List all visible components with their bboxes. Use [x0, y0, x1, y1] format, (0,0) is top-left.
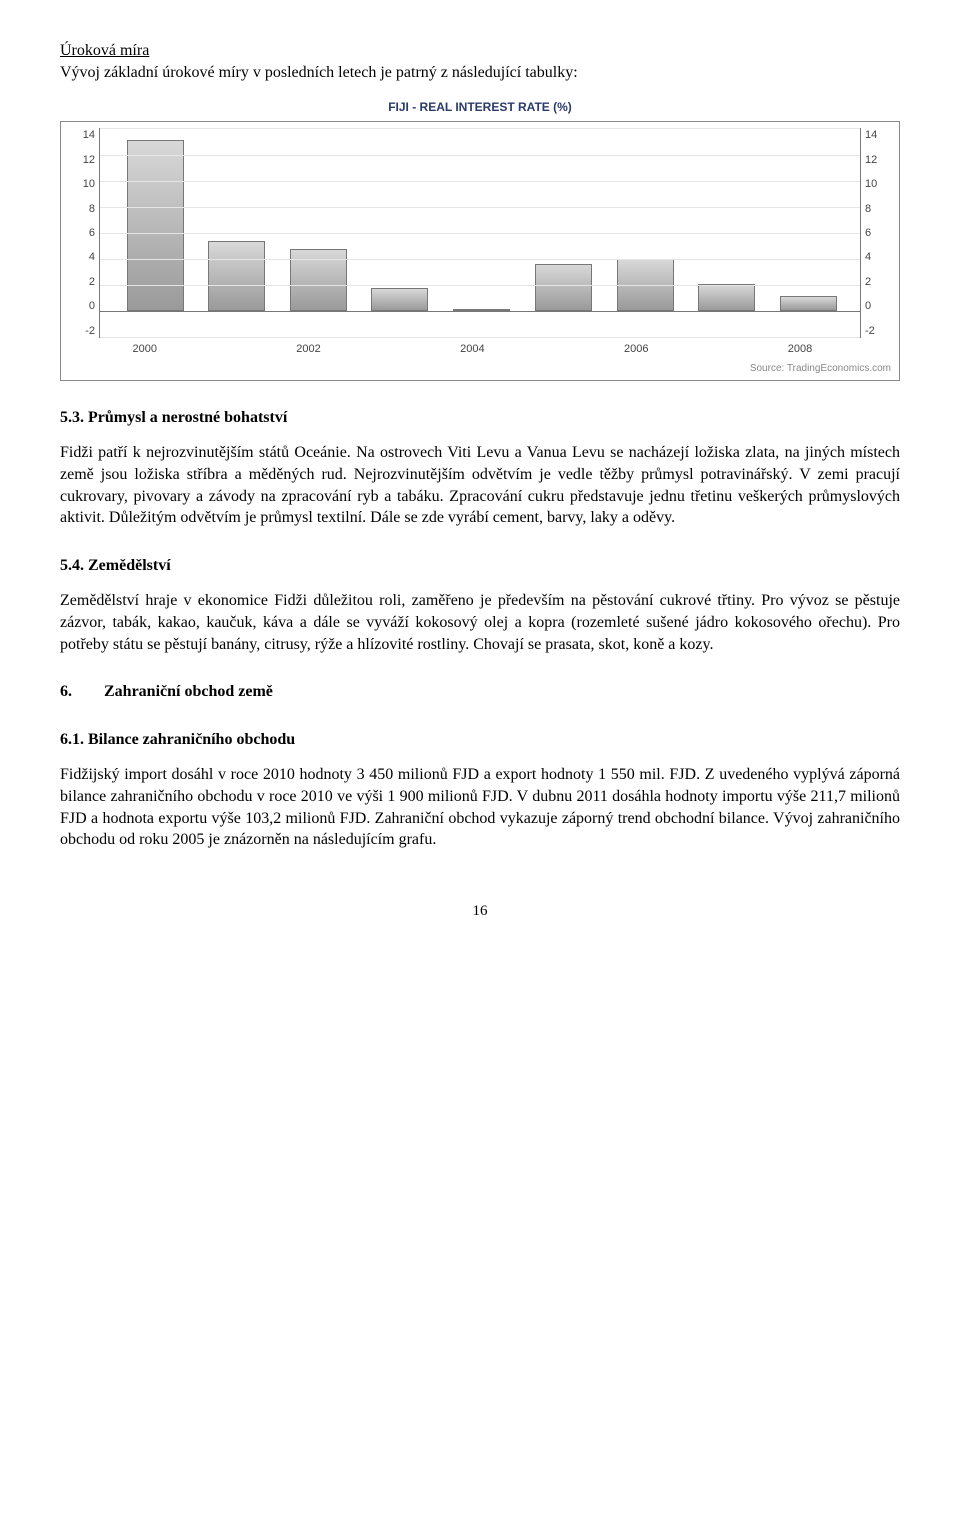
section-industry-title: 5.3. Průmysl a nerostné bohatství [60, 407, 900, 429]
grid-line [100, 259, 860, 260]
y-tick-label: 0 [69, 299, 95, 314]
page-number: 16 [60, 901, 900, 921]
bar [535, 264, 592, 311]
y-axis-right: 14 12 10 8 6 4 2 0 -2 [861, 128, 891, 338]
bar [780, 296, 837, 312]
y-axis-left: 14 12 10 8 6 4 2 0 -2 [69, 128, 99, 338]
y-tick-label: 14 [865, 128, 891, 143]
x-tick-label: 2002 [296, 342, 320, 357]
zero-line [100, 311, 860, 312]
y-tick-label: -2 [865, 324, 891, 339]
bar [290, 249, 347, 312]
balance-paragraph: Fidžijský import dosáhl v roce 2010 hodn… [60, 764, 900, 850]
intro-interest-text: Vývoj základní úrokové míry v posledních… [60, 62, 900, 84]
chart-title: FIJI - REAL INTEREST RATE (%) [60, 99, 900, 115]
y-tick-label: 10 [865, 177, 891, 192]
x-tick-label: 2006 [624, 342, 648, 357]
x-axis: 2000 2002 2004 2006 2008 [69, 342, 891, 358]
x-tick-label: 2004 [460, 342, 484, 357]
industry-paragraph: Fidži patří k nejrozvinutějším států Oce… [60, 442, 900, 528]
section-agriculture-title: 5.4. Zemědělství [60, 555, 900, 577]
y-tick-label: 2 [69, 275, 95, 290]
chart-source: Source: TradingEconomics.com [69, 362, 891, 376]
y-tick-label: 10 [69, 177, 95, 192]
heading-interest: Úroková míra [60, 40, 900, 62]
bar [208, 241, 265, 312]
bar [698, 284, 755, 311]
y-tick-label: 2 [865, 275, 891, 290]
y-tick-label: 12 [865, 153, 891, 168]
interest-rate-chart: FIJI - REAL INTEREST RATE (%) 14 12 10 8 6 4 2… [60, 99, 900, 381]
y-tick-label: 14 [69, 128, 95, 143]
section-trade-title: 6. Zahraniční obchod země [60, 681, 900, 703]
x-axis-labels: 2000 2002 2004 2006 2008 [99, 342, 861, 358]
y-tick-label: 6 [69, 226, 95, 241]
section-balance-title: 6.1. Bilance zahraničního obchodu [60, 729, 900, 751]
y-tick-label: 12 [69, 153, 95, 168]
chart-area: 14 12 10 8 6 4 2 0 -2 14 12 10 8 6 4 2 0 -2 [69, 128, 891, 338]
y-tick-label: 8 [865, 202, 891, 217]
chart-plot [99, 128, 861, 338]
y-tick-label: -2 [69, 324, 95, 339]
y-tick-label: 6 [865, 226, 891, 241]
grid-line [100, 207, 860, 208]
y-tick-label: 8 [69, 202, 95, 217]
bar [371, 288, 428, 312]
grid-line [100, 285, 860, 286]
grid-line [100, 181, 860, 182]
grid-line [100, 233, 860, 234]
y-tick-label: 0 [865, 299, 891, 314]
x-tick-label: 2008 [788, 342, 812, 357]
grid-line [100, 128, 860, 129]
chart-box: 14 12 10 8 6 4 2 0 -2 14 12 10 8 6 4 2 0 -2 2000 2002 2004… [60, 121, 900, 381]
agriculture-paragraph: Zemědělství hraje v ekonomice Fidži důle… [60, 590, 900, 655]
x-tick-label: 2000 [132, 342, 156, 357]
grid-line [100, 155, 860, 156]
y-tick-label: 4 [865, 250, 891, 265]
grid-line [100, 337, 860, 338]
y-tick-label: 4 [69, 250, 95, 265]
